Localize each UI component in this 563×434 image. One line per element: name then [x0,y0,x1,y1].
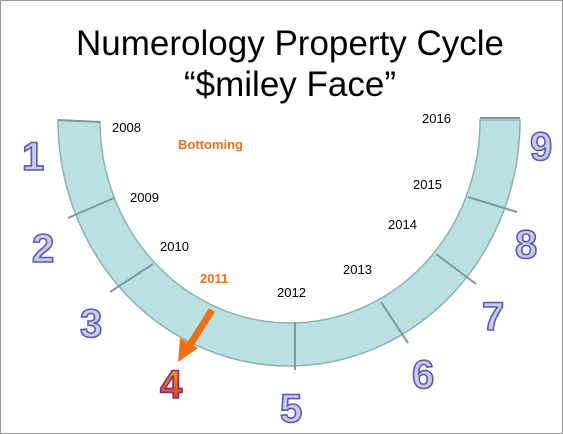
phase-number: 5 [280,387,302,431]
annotation: Bottoming [178,137,243,152]
year: 2016 [422,111,451,126]
phase-number: 6 [412,353,434,397]
year: 2011 [200,271,228,286]
cycle-band [57,119,521,367]
year: 2015 [413,177,442,192]
phase-number: 3 [80,302,102,346]
divider [467,196,518,213]
phase-number: 9 [530,125,552,169]
phase-number: 2 [32,227,54,271]
year: 2012 [277,285,306,300]
divider [380,301,409,344]
phase-number: 4 [160,363,183,407]
year: 2014 [388,217,417,232]
year: 2009 [130,190,159,205]
phase-number: 8 [515,223,537,267]
year: 2013 [343,262,372,277]
divider [435,253,477,285]
divider [109,263,154,293]
band-end [57,119,101,123]
phase-number: 7 [482,295,504,339]
divider [67,197,115,219]
arrow [185,308,215,350]
year: 2010 [160,239,189,254]
year: 2008 [112,120,141,135]
title-line-1: Numerology Property Cycle [76,24,504,63]
arrow-head [178,338,198,362]
title-line-2: “$miley Face” [184,65,396,104]
phase-number: 1 [22,135,44,179]
